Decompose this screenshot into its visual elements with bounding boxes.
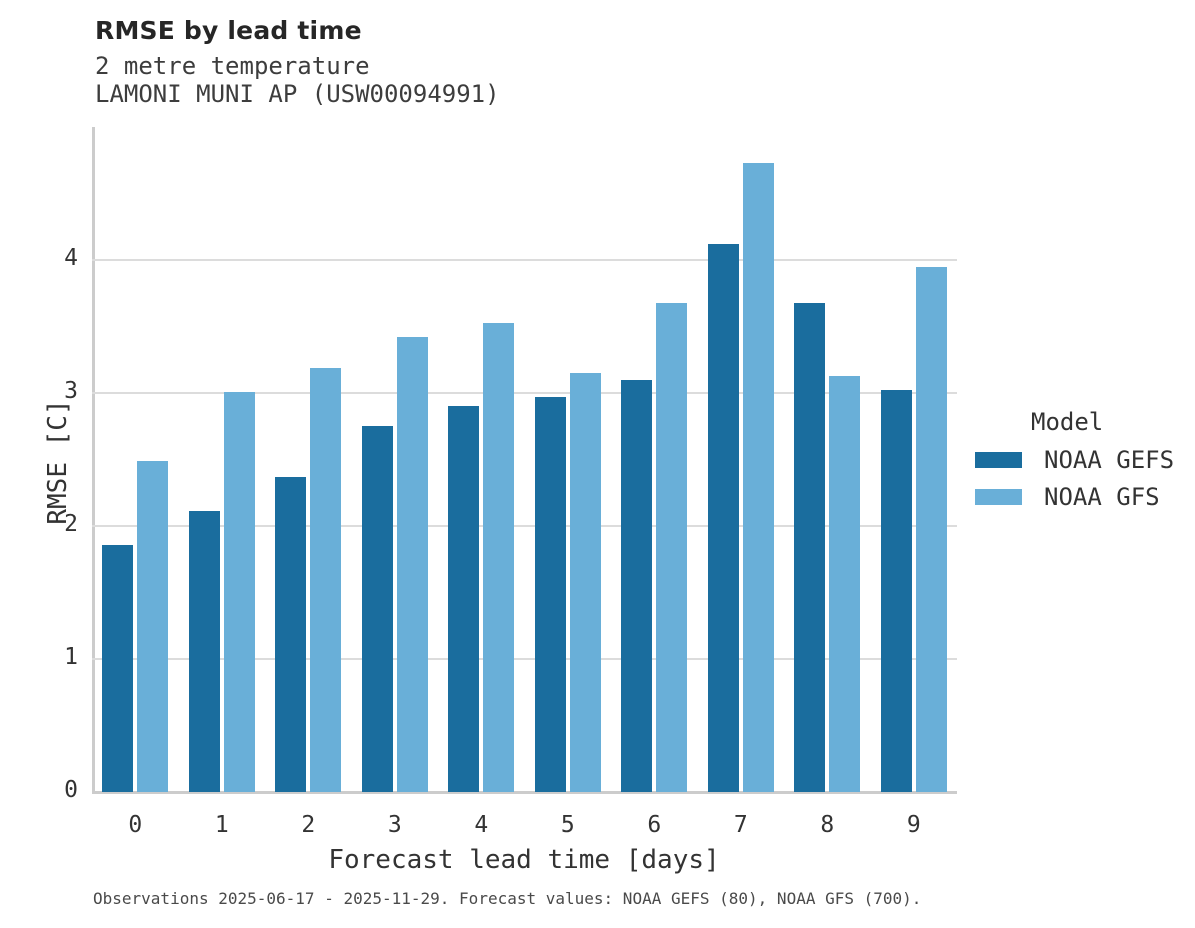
x-tick-label-2: 2 [301,812,316,838]
y-axis-spine [92,127,95,794]
gridline-y-4 [92,259,957,261]
gefs-color-swatch-icon [975,452,1022,468]
x-axis-spine [92,791,957,794]
x-tick-label-4: 4 [474,812,489,838]
gfs-color-swatch-icon [975,489,1022,505]
x-tick-label-5: 5 [560,812,575,838]
bar-noaa-gfs-day-8 [829,375,861,792]
legend-label-gefs: NOAA GEFS [1044,446,1175,474]
x-tick-label-0: 0 [128,812,143,838]
caption-footnote: Observations 2025-06-17 - 2025-11-29. Fo… [93,889,922,908]
chart-title: RMSE by lead time [95,16,362,45]
chart-subtitle-station: LAMONI MUNI AP (USW00094991) [95,80,500,108]
bar-noaa-gfs-day-0 [137,460,169,792]
legend-entry-gfs: NOAA GFS [963,483,1193,511]
x-tick-label-6: 6 [647,812,662,838]
bar-noaa-gefs-day-6 [621,379,653,792]
x-tick-label-7: 7 [733,812,748,838]
y-tick-label-3: 3 [64,378,78,404]
bar-noaa-gefs-day-4 [448,406,480,792]
gridline-y-3 [92,392,957,394]
y-tick-label-4: 4 [64,245,78,271]
bar-noaa-gefs-day-9 [880,390,912,792]
bar-noaa-gfs-day-3 [396,337,428,792]
bar-noaa-gfs-day-6 [656,302,688,792]
bar-noaa-gfs-day-4 [483,322,515,792]
bar-noaa-gefs-day-1 [188,511,220,792]
x-tick-label-3: 3 [387,812,402,838]
plot-area [92,127,957,792]
x-tick-label-1: 1 [214,812,229,838]
bar-noaa-gfs-day-5 [569,373,601,792]
chart-subtitle-variable: 2 metre temperature [95,52,370,80]
bar-noaa-gefs-day-0 [102,544,134,792]
legend-title: Model [1031,408,1104,436]
bar-noaa-gfs-day-9 [915,266,947,792]
x-tick-label-8: 8 [820,812,835,838]
bar-noaa-gefs-day-7 [707,244,739,792]
x-axis-label: Forecast lead time [days] [328,845,720,875]
y-tick-label-0: 0 [64,777,78,803]
bar-noaa-gefs-day-8 [794,302,826,792]
bar-noaa-gfs-day-1 [223,391,255,792]
bar-noaa-gfs-day-7 [742,162,774,792]
bar-noaa-gefs-day-2 [275,476,307,792]
gridline-y-2 [92,525,957,527]
legend-label-gfs: NOAA GFS [1044,483,1160,511]
bar-noaa-gefs-day-5 [534,396,566,792]
y-tick-label-2: 2 [64,511,78,537]
legend-entry-gefs: NOAA GEFS [963,446,1193,474]
y-tick-label-1: 1 [64,644,78,670]
bar-noaa-gfs-day-2 [310,367,342,792]
legend: Model NOAA GEFS NOAA GFS [963,408,1193,511]
bar-noaa-gefs-day-3 [361,426,393,792]
gridline-y-1 [92,658,957,660]
x-tick-label-9: 9 [906,812,921,838]
